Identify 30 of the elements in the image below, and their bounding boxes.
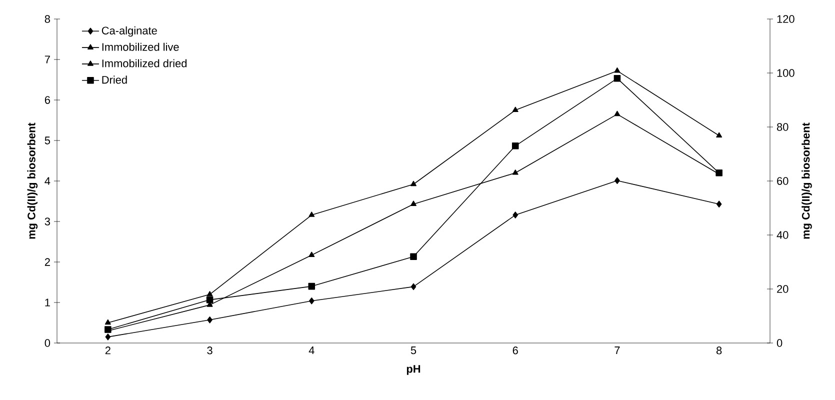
x-axis-title: pH [406,365,420,375]
y2-tick-label: 40 [776,231,788,239]
y-axis-title: mg Cd(II)/g biosorbent [27,122,38,239]
y2-tick-label: 80 [776,123,788,131]
y2-tick-label: 60 [777,177,788,185]
x-tick-label: 4 [308,346,314,354]
y2-tick-label: 20 [777,285,788,293]
x-tick-label: 8 [716,346,722,354]
y2-tick-label: 0 [776,339,782,347]
y-tick-label: 0 [44,339,50,347]
x-tick-label: 5 [410,346,416,354]
x-tick-label: 2 [105,346,110,354]
y-tick-label: 7 [44,56,50,64]
y-tick-label: 4 [44,177,50,185]
x-tick-label: 3 [207,346,212,354]
y-tick-label: 6 [44,96,50,104]
x-tick-label: 6 [512,346,518,354]
legend-label: Dried [102,76,127,84]
y-tick-label: 8 [44,15,50,23]
y2-axis-title: mg Cd(II)/g biosorbent [802,122,812,239]
y2-tick-label: 120 [777,15,794,23]
y-tick-label: 1 [45,298,50,306]
x-tick-label: 7 [614,346,620,354]
legend-label: Ca-alginate [102,26,157,37]
y-tick-label: 3 [44,218,50,226]
y-tick-label: 5 [44,136,50,144]
y-tick-label: 2 [44,258,50,266]
legend-label: Immobilized live [102,42,179,51]
legend-label: Immobilized dried [102,59,187,68]
y2-tick-label: 100 [777,69,794,77]
